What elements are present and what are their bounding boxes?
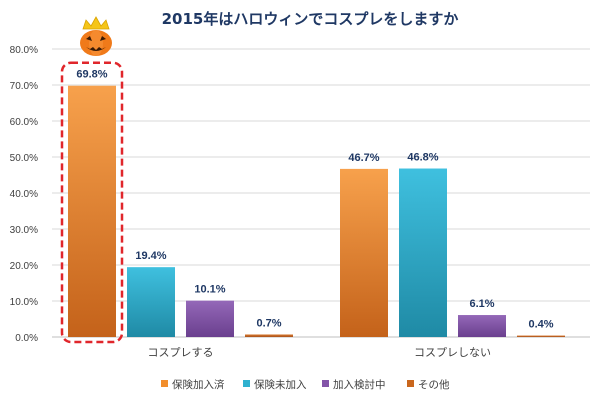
legend-label: 保険未加入 bbox=[254, 378, 307, 391]
bar-no-cosplay-series-2 bbox=[458, 315, 506, 337]
y-tick-label: 70.0% bbox=[10, 81, 38, 92]
data-label: 46.8% bbox=[407, 152, 438, 164]
y-tick-label: 40.0% bbox=[10, 189, 38, 200]
legend-label: その他 bbox=[418, 378, 450, 391]
bar-cosplay-series-3 bbox=[245, 334, 293, 337]
chart-title: 2015年はハロウィンでコスプレをしますか bbox=[162, 10, 459, 28]
data-label: 69.8% bbox=[76, 69, 107, 81]
legend-swatch bbox=[322, 380, 329, 387]
legend: 保険加入済 保険未加入 加入検討中 その他 bbox=[161, 378, 450, 391]
y-tick-label: 10.0% bbox=[10, 297, 38, 308]
data-label: 0.4% bbox=[528, 319, 553, 331]
y-tick-label: 0.0% bbox=[15, 333, 38, 344]
highlight-outline bbox=[60, 61, 124, 344]
x-category-label: コスプレする bbox=[148, 346, 214, 359]
data-label: 0.7% bbox=[256, 317, 281, 329]
y-tick-label: 30.0% bbox=[10, 225, 38, 236]
y-tick-label: 80.0% bbox=[10, 45, 38, 56]
data-label: 6.1% bbox=[469, 298, 494, 310]
legend-swatch bbox=[243, 380, 250, 387]
data-label: 19.4% bbox=[135, 250, 166, 262]
bar-no-cosplay-series-3 bbox=[517, 335, 565, 337]
y-tick-label: 60.0% bbox=[10, 117, 38, 128]
legend-label: 保険加入済 bbox=[172, 378, 225, 391]
data-label: 46.7% bbox=[348, 152, 379, 164]
pumpkin-crown-icon bbox=[80, 16, 112, 56]
data-label: 10.1% bbox=[194, 284, 225, 296]
y-axis-ticks: 0.0% 10.0% 20.0% 30.0% 40.0% 50.0% 60.0% 70.0% 8… bbox=[10, 45, 38, 344]
legend-swatch bbox=[161, 380, 168, 387]
legend-swatch bbox=[407, 380, 414, 387]
bar-cosplay-series-0 bbox=[68, 85, 116, 337]
bar-no-cosplay-series-1 bbox=[399, 168, 447, 337]
data-labels: 69.8% 19.4% 10.1% 0.7% 46.7% 46.8% 6.1% 0.4% bbox=[76, 69, 553, 331]
y-tick-label: 20.0% bbox=[10, 261, 38, 272]
bar-cosplay-series-2 bbox=[186, 300, 234, 337]
bars bbox=[68, 85, 565, 337]
bar-no-cosplay-series-0 bbox=[340, 168, 388, 337]
bar-cosplay-series-1 bbox=[127, 267, 175, 337]
y-tick-label: 50.0% bbox=[10, 153, 38, 164]
x-axis-categories: コスプレする コスプレしない bbox=[148, 346, 492, 359]
x-category-label: コスプレしない bbox=[414, 346, 491, 359]
legend-label: 加入検討中 bbox=[333, 378, 386, 391]
